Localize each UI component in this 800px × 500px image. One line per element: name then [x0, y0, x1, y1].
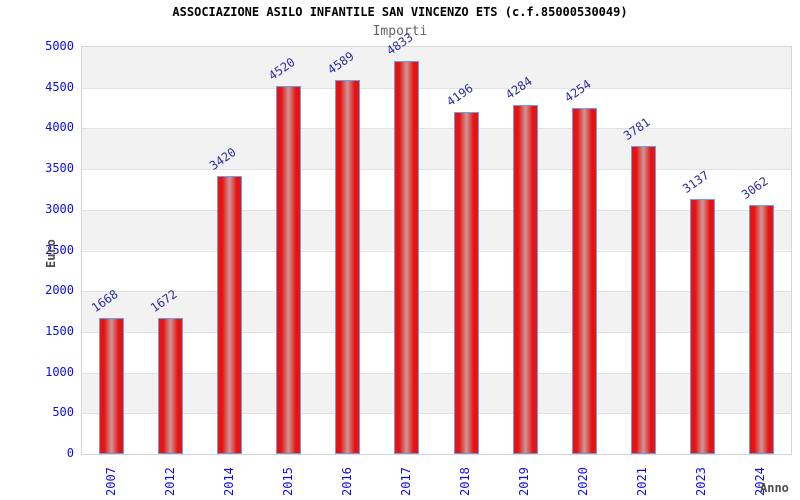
- plot-band: [82, 291, 791, 332]
- plot-band: [82, 413, 791, 454]
- x-tick-label: 2007: [104, 467, 118, 496]
- plot-band: [82, 209, 791, 251]
- gridline: [82, 291, 791, 293]
- bar-2014: [217, 175, 242, 454]
- y-axis-title: Euro: [44, 239, 58, 268]
- bar-2012: [158, 317, 183, 454]
- y-tick-label: 5000: [45, 39, 74, 53]
- bar-2018: [454, 112, 479, 454]
- bar-2017: [394, 60, 419, 454]
- x-tick-label: 2023: [694, 467, 708, 496]
- bar-2015: [276, 86, 301, 454]
- bar-2007: [99, 318, 124, 454]
- y-tick-label: 3500: [45, 161, 74, 176]
- gridline: [82, 169, 791, 171]
- gridline: [82, 413, 791, 415]
- x-tick-label: 2020: [576, 467, 590, 496]
- plot-band: [82, 169, 791, 210]
- x-tick-label: 2012: [163, 467, 177, 496]
- x-tick-label: 2016: [340, 467, 354, 496]
- x-tick-label: 2017: [399, 467, 413, 496]
- plot-band: [82, 372, 791, 414]
- chart-title: ASSOCIAZIONE ASILO INFANTILE SAN VINCENZ…: [172, 5, 628, 19]
- y-tick-label: 3000: [45, 201, 74, 216]
- plot-band: [82, 250, 791, 292]
- plot-band: [82, 47, 791, 88]
- bar-2019: [513, 105, 538, 454]
- plot-band: [82, 128, 791, 170]
- bar-2023: [690, 198, 715, 454]
- plot-area: 1668 1672 3420 4520 4589 4833 4196 4284 4254 3781…: [81, 30, 792, 455]
- y-tick-label: 2500: [45, 242, 74, 257]
- gridline: [82, 250, 791, 252]
- y-tick-label: 0: [66, 446, 74, 460]
- gridline: [82, 209, 791, 211]
- y-tick-label: 1500: [45, 323, 74, 338]
- bar-2016: [335, 80, 360, 454]
- x-tick-label: 2019: [517, 467, 531, 496]
- x-tick-label: 2021: [635, 467, 649, 496]
- y-tick-label: 500: [52, 405, 74, 420]
- x-tick-label: 2018: [458, 467, 472, 496]
- x-tick-label: 2015: [281, 467, 295, 496]
- plot-band: [82, 87, 791, 129]
- y-tick-label: 1000: [45, 364, 74, 379]
- bar-2024: [749, 204, 774, 454]
- x-axis-title: Anno: [760, 481, 789, 495]
- gridline: [82, 372, 791, 374]
- chart-subtitle: Importi: [372, 24, 428, 39]
- gridline: [82, 87, 791, 89]
- y-tick-label: 4000: [45, 120, 74, 135]
- gridline: [82, 128, 791, 130]
- gridline: [82, 331, 791, 333]
- x-tick-label: 2014: [222, 467, 236, 496]
- plot-band: [82, 331, 791, 373]
- y-tick-label: 2000: [45, 283, 74, 298]
- bar-2021: [631, 146, 656, 454]
- y-tick-label: 4500: [45, 79, 74, 94]
- bar-2020: [572, 107, 597, 454]
